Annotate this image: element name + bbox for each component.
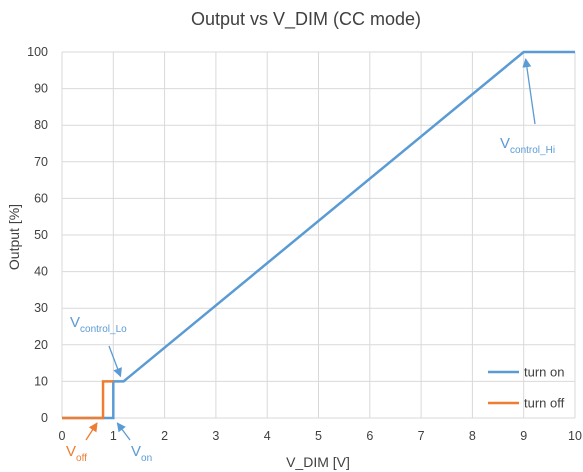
x-tick-label: 4 [264, 429, 271, 443]
annotation-von: Von [131, 443, 152, 464]
x-tick-label: 0 [59, 429, 66, 443]
x-tick-label: 2 [161, 429, 168, 443]
grid [61, 51, 576, 419]
annotation-sub-text: control_Lo [80, 324, 127, 335]
annotation-sub-text: off [76, 453, 87, 464]
series-group [62, 50, 575, 420]
y-tick-label: 30 [34, 301, 48, 315]
y-axis-label: Output [%] [6, 204, 22, 270]
x-tick-label: 5 [315, 429, 322, 443]
annotation-vcontrol-lo: Vcontrol_Lo [70, 314, 127, 335]
annotation-main-text: V [500, 135, 510, 152]
x-tick-label: 9 [520, 429, 527, 443]
y-tick-label: 40 [34, 265, 48, 279]
y-axis: 0 10 20 30 40 50 60 70 80 90 100 [27, 45, 48, 425]
annotation-main-text: V [131, 443, 141, 460]
y-tick-label: 0 [41, 411, 48, 425]
y-tick-label: 20 [34, 338, 48, 352]
y-tick-label: 70 [34, 155, 48, 169]
x-tick-label: 7 [418, 429, 425, 443]
annotation-sub-text: on [141, 453, 152, 464]
legend-label: turn off [524, 396, 565, 411]
annotation-arrow-vcontrol-hi [522, 58, 536, 125]
annotation-arrow-voff [85, 422, 98, 441]
y-tick-label: 50 [34, 228, 48, 242]
x-tick-label: 8 [469, 429, 476, 443]
x-tick-label: 10 [568, 429, 582, 443]
series-line-turn-on [62, 50, 575, 420]
annotation-vcontrol-hi: Vcontrol_Hi [500, 135, 555, 156]
annotation-arrow-vcontrol-lo [108, 345, 122, 378]
legend-label: turn on [524, 365, 564, 380]
annotation-main-text: V [66, 443, 76, 460]
annotation-voff: Voff [66, 443, 87, 464]
y-tick-label: 90 [34, 82, 48, 96]
annotation-arrow-von [116, 422, 131, 441]
x-tick-label: 1 [110, 429, 117, 443]
x-axis-label: V_DIM [V] [286, 454, 350, 470]
chart-title: Output vs V_DIM (CC mode) [191, 9, 421, 30]
legend: turn on turn off [488, 365, 565, 411]
x-tick-label: 6 [366, 429, 373, 443]
x-tick-label: 3 [212, 429, 219, 443]
y-tick-label: 100 [27, 45, 48, 59]
series-line-turn-off [62, 380, 114, 420]
y-tick-label: 60 [34, 191, 48, 205]
x-axis: 0 1 2 3 4 5 6 7 8 9 10 [59, 429, 582, 443]
annotation-sub-text: control_Hi [510, 145, 555, 156]
annotation-main-text: V [70, 314, 80, 331]
y-tick-label: 10 [34, 374, 48, 388]
y-tick-label: 80 [34, 118, 48, 132]
